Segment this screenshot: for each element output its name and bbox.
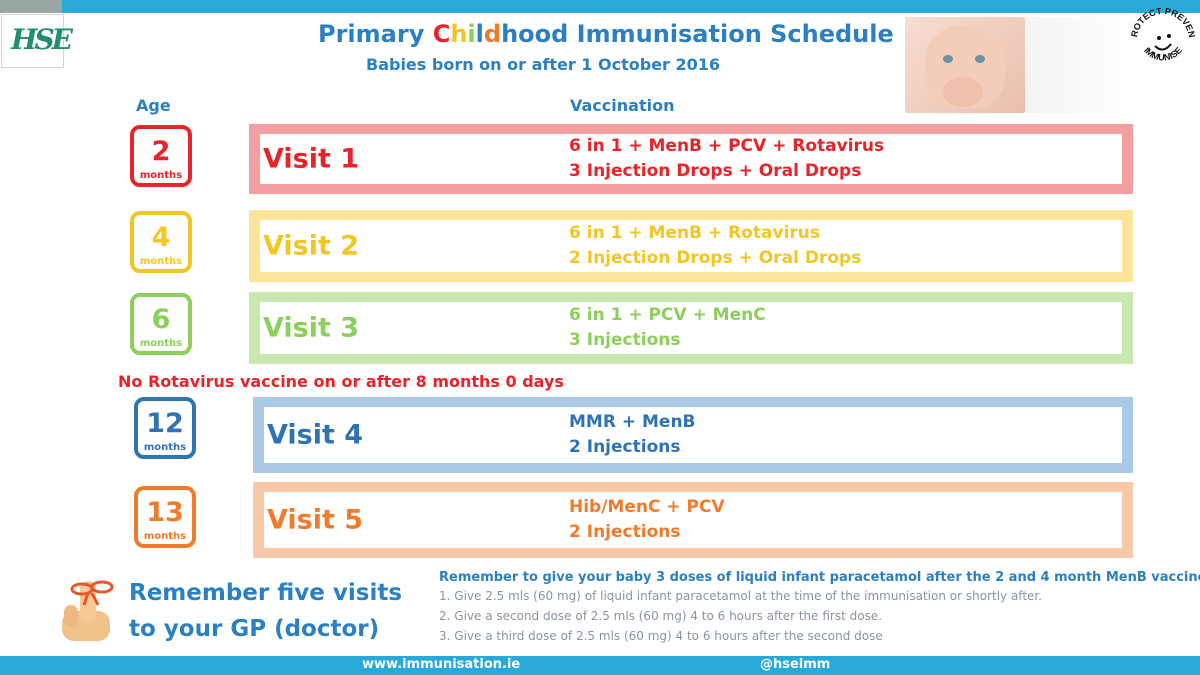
vaccine-list: MMR + MenB — [569, 412, 696, 432]
visit-label: Visit 5 — [267, 504, 364, 536]
age-unit: months — [143, 531, 187, 542]
visit-label: Visit 2 — [263, 230, 360, 262]
age-badge-13-months: 13 months — [134, 486, 196, 548]
visit-label: Visit 3 — [263, 312, 360, 344]
hse-logo-text: HSE — [11, 23, 73, 56]
age-badge-12-months: 12 months — [134, 397, 196, 459]
title-part: h — [450, 20, 468, 48]
footer-bar: www.immunisation.ie @hseimm — [0, 656, 1200, 675]
vaccine-list: 6 in 1 + PCV + MenC — [569, 305, 766, 325]
reminder-line-1: Remember five visits — [129, 580, 403, 606]
visit-vaccines: Hib/MenC + PCV 2 Injections — [569, 495, 725, 545]
age-number: 2 — [151, 136, 171, 167]
visit-label: Visit 1 — [263, 143, 360, 175]
age-number: 12 — [146, 408, 184, 439]
svg-text:PROTECT PREVENT: PROTECT PREVENT — [1127, 2, 1197, 38]
age-badge-2-months: 2 months — [130, 125, 192, 187]
stamp-bottom-text: IMMUNISE — [1142, 45, 1184, 62]
rotavirus-warning: No Rotavirus vaccine on or after 8 month… — [118, 372, 564, 391]
photo-background — [1025, 17, 1125, 113]
age-unit: months — [139, 170, 183, 181]
baby-photo — [905, 17, 1025, 113]
dose-summary: 2 Injections — [569, 522, 681, 542]
age-number: 4 — [151, 222, 171, 253]
visit-1-card: Visit 1 6 in 1 + MenB + PCV + Rotavirus … — [249, 124, 1133, 194]
website-link[interactable]: www.immunisation.ie — [362, 657, 521, 672]
visit-vaccines: 6 in 1 + MenB + Rotavirus 2 Injection Dr… — [569, 221, 861, 271]
finger-ribbon-icon — [62, 580, 114, 641]
top-bar — [0, 0, 1200, 13]
paracetamol-step: 3. Give a third dose of 2.5 mls (60 mg) … — [439, 629, 883, 643]
paracetamol-step: 1. Give 2.5 mls (60 mg) of liquid infant… — [439, 589, 1043, 603]
visit-2-card: Visit 2 6 in 1 + MenB + Rotavirus 2 Inje… — [249, 210, 1133, 282]
protect-prevent-immunise-stamp: PROTECT PREVENT IMMUNISE — [1127, 2, 1197, 63]
paracetamol-heading: Remember to give your baby 3 doses of li… — [439, 570, 1200, 585]
title-part: l — [475, 20, 484, 48]
visit-4-card: Visit 4 MMR + MenB 2 Injections — [253, 397, 1133, 473]
twitter-handle[interactable]: @hseimm — [760, 657, 831, 672]
dose-summary: 3 Injections — [569, 330, 681, 350]
title-part: C — [432, 20, 451, 48]
top-bar-accent — [0, 0, 62, 13]
vaccine-list: 6 in 1 + MenB + PCV + Rotavirus — [569, 136, 885, 156]
vaccine-list: Hib/MenC + PCV — [569, 497, 725, 517]
page-title: Primary Childhood Immunisation Schedule — [318, 20, 894, 48]
vaccine-list: 6 in 1 + MenB + Rotavirus — [569, 223, 820, 243]
paracetamol-step: 2. Give a second dose of 2.5 mls (60 mg)… — [439, 609, 883, 623]
stamp-top-text: PROTECT PREVENT — [1127, 2, 1197, 38]
age-column-header: Age — [136, 96, 171, 115]
title-part: d — [483, 20, 502, 48]
reminder-text: Remember five visits to your GP (doctor) — [129, 575, 402, 647]
age-unit: months — [139, 256, 183, 267]
dose-summary: 2 Injection Drops + Oral Drops — [569, 248, 862, 268]
reminder-line-2: to your GP (doctor) — [129, 616, 380, 642]
title-part: i — [467, 20, 476, 48]
visit-label: Visit 4 — [267, 419, 364, 451]
hse-logo: HSE — [1, 14, 73, 68]
page-subtitle: Babies born on or after 1 October 2016 — [366, 55, 721, 74]
age-badge-4-months: 4 months — [130, 211, 192, 273]
dose-summary: 2 Injections — [569, 437, 681, 457]
visit-5-card: Visit 5 Hib/MenC + PCV 2 Injections — [253, 482, 1133, 558]
title-part: hood Immunisation Schedule — [501, 20, 894, 48]
dose-summary: 3 Injection Drops + Oral Drops — [569, 161, 862, 181]
visit-vaccines: MMR + MenB 2 Injections — [569, 410, 696, 460]
age-badge-6-months: 6 months — [130, 293, 192, 355]
title-part: Primary — [318, 20, 433, 48]
visit-vaccines: 6 in 1 + MenB + PCV + Rotavirus 3 Inject… — [569, 134, 884, 184]
age-unit: months — [139, 338, 183, 349]
svg-text:IMMUNISE: IMMUNISE — [1142, 45, 1184, 62]
vaccination-column-header: Vaccination — [570, 96, 675, 115]
age-unit: months — [143, 442, 187, 453]
visit-vaccines: 6 in 1 + PCV + MenC 3 Injections — [569, 303, 766, 353]
visit-3-card: Visit 3 6 in 1 + PCV + MenC 3 Injections — [249, 292, 1133, 364]
age-number: 6 — [151, 304, 171, 335]
age-number: 13 — [146, 497, 184, 528]
